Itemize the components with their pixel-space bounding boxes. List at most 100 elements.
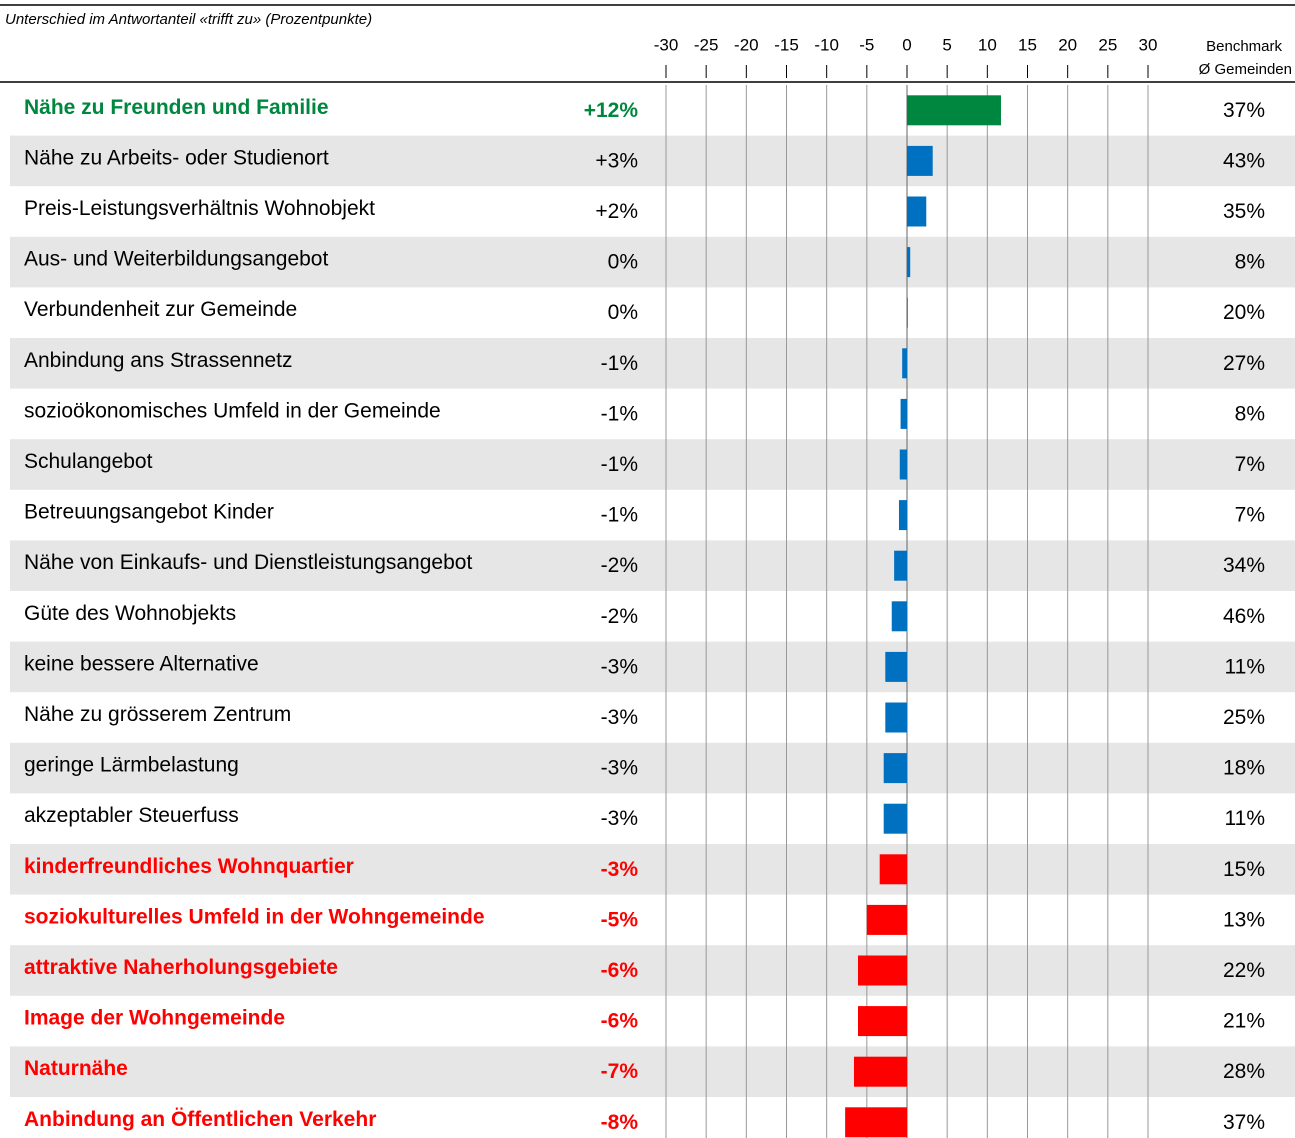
x-tick-label: -20 [734, 35, 759, 54]
bar [907, 145, 933, 176]
row-background [10, 945, 1295, 996]
bar [900, 398, 907, 429]
category-label: Nähe zu Arbeits- oder Studienort [24, 146, 329, 169]
bar [907, 297, 908, 328]
value-label: +3% [595, 149, 638, 172]
benchmark-label: 11% [1225, 807, 1265, 830]
category-label: Betreuungsangebot Kinder [24, 501, 274, 524]
category-label: attraktive Naherholungsgebiete [24, 956, 338, 979]
category-label: Anbindung an Öffentlichen Verkehr [24, 1108, 376, 1131]
value-label: -1% [601, 453, 638, 476]
x-tick-label: 15 [1018, 35, 1037, 54]
bar [885, 651, 907, 682]
benchmark-label: 18% [1223, 757, 1265, 780]
bar [853, 1056, 907, 1087]
bar [907, 247, 911, 278]
value-label: -6% [601, 959, 639, 982]
benchmark-label: 28% [1223, 1060, 1265, 1083]
value-label: -3% [601, 706, 638, 729]
x-tick-label: -25 [694, 35, 719, 54]
bar [894, 550, 907, 581]
x-tick-label: 25 [1098, 35, 1117, 54]
benchmark-label: 11% [1225, 655, 1265, 678]
row-background [10, 338, 1295, 389]
bar [907, 95, 1001, 126]
category-label: Preis-Leistungsverhältnis Wohnobjekt [24, 197, 375, 220]
benchmark-label: 25% [1223, 706, 1265, 729]
axis-label: Unterschied im Antwortanteil «trifft zu»… [5, 11, 372, 28]
category-label: Verbundenheit zur Gemeinde [24, 298, 297, 321]
value-label: -3% [601, 858, 639, 881]
value-label: -3% [601, 807, 638, 830]
category-label: Nähe von Einkaufs- und Dienstleistungsan… [24, 551, 472, 574]
x-tick-label: -5 [859, 35, 874, 54]
value-label: -1% [601, 504, 638, 527]
value-label: -3% [601, 655, 638, 678]
category-label: sozioökonomisches Umfeld in der Gemeinde [24, 399, 441, 422]
row-background [10, 641, 1295, 693]
x-tick-label: 0 [902, 35, 911, 54]
x-tick-label: -15 [774, 35, 799, 54]
value-label: -3% [601, 757, 638, 780]
category-label: Aus- und Weiterbildungsangebot [24, 248, 328, 271]
category-label: Güte des Wohnobjekts [24, 602, 236, 625]
x-tick-label: 10 [978, 35, 997, 54]
row-background [10, 1046, 1295, 1097]
category-label: akzeptabler Steuerfuss [24, 804, 239, 827]
benchmark-label: 43% [1223, 149, 1265, 172]
category-label: Image der Wohngemeinde [24, 1007, 285, 1030]
value-label: -6% [601, 1010, 639, 1033]
benchmark-label: 8% [1235, 251, 1265, 274]
x-tick-label: -10 [814, 35, 839, 54]
benchmark-label: 20% [1223, 301, 1265, 324]
value-label: 0% [608, 301, 638, 324]
benchmark-label: 35% [1223, 200, 1265, 223]
category-label: Anbindung ans Strassennetz [24, 349, 293, 372]
benchmark-label: 8% [1235, 402, 1265, 425]
value-label: +12% [584, 99, 639, 122]
benchmark-label: 21% [1223, 1010, 1265, 1033]
value-label: -8% [601, 1111, 639, 1134]
x-tick-label: 30 [1139, 35, 1158, 54]
bar [885, 702, 907, 733]
bar [898, 500, 907, 531]
category-label: keine bessere Alternative [24, 652, 259, 675]
bar [902, 348, 907, 379]
benchmark-label: 7% [1235, 504, 1265, 527]
bar [857, 1006, 907, 1037]
x-tick-label: -30 [654, 35, 679, 54]
category-label: soziokulturelles Umfeld in der Wohngemei… [24, 905, 485, 928]
value-label: -1% [601, 352, 638, 375]
value-label: 0% [608, 251, 638, 274]
value-label: -7% [601, 1060, 639, 1083]
row-background [10, 540, 1295, 591]
value-label: -2% [601, 554, 638, 577]
benchmark-label: 34% [1223, 554, 1265, 577]
bar [891, 601, 907, 632]
category-label: Schulangebot [24, 450, 153, 473]
benchmark-label: 22% [1223, 959, 1265, 982]
row-background [10, 844, 1295, 895]
value-label: -5% [601, 908, 639, 931]
value-label: -2% [601, 605, 638, 628]
benchmark-label: 46% [1223, 605, 1265, 628]
row-background [10, 135, 1295, 187]
benchmark-label: 37% [1223, 1111, 1265, 1134]
bar [879, 854, 907, 885]
bar [899, 449, 907, 480]
bar [857, 955, 907, 986]
benchmark-title: Benchmark [1206, 38, 1282, 55]
category-label: kinderfreundliches Wohnquartier [24, 855, 354, 878]
bar [866, 904, 907, 935]
benchmark-label: 27% [1223, 352, 1265, 375]
x-tick-label: 20 [1058, 35, 1077, 54]
benchmark-title: Ø Gemeinden [1199, 61, 1292, 78]
bar [845, 1107, 907, 1138]
value-label: -1% [601, 402, 638, 425]
benchmark-label: 37% [1223, 99, 1265, 122]
benchmark-label: 15% [1223, 858, 1265, 881]
category-label: geringe Lärmbelastung [24, 754, 239, 777]
benchmark-label: 13% [1223, 908, 1265, 931]
row-background [10, 236, 1295, 288]
